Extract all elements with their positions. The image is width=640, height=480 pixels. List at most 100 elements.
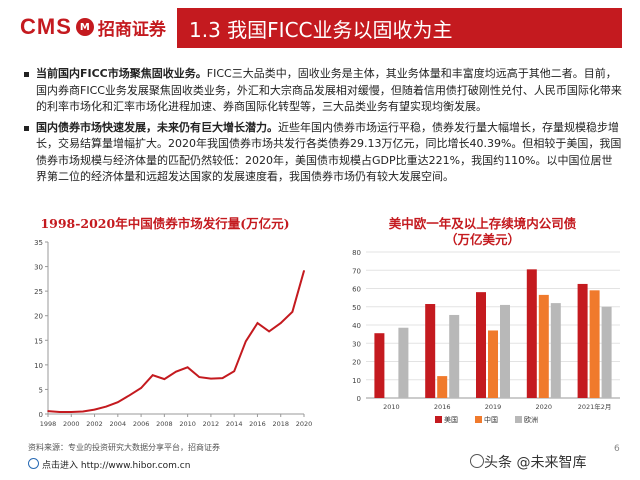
y-tick-label: 0 — [39, 411, 43, 419]
bar — [425, 304, 436, 398]
data-point — [233, 370, 235, 373]
data-point — [105, 405, 107, 408]
data-point — [58, 411, 61, 413]
y-tick-label: 40 — [352, 322, 361, 330]
footer: 资料来源：专业的投资研究大数据分享平台，招商证券 点击进入 http://www… — [0, 440, 640, 480]
bar — [488, 330, 498, 398]
y-tick-label: 0 — [357, 395, 361, 403]
legend-swatch — [475, 416, 482, 423]
y-tick-label: 20 — [34, 313, 43, 321]
footer-source: 资料来源：专业的投资研究大数据分享平台，招商证券 — [28, 443, 220, 452]
data-point — [151, 374, 154, 376]
bar — [577, 283, 588, 398]
legend-label: 中国 — [484, 415, 498, 424]
x-tick-label: 2020 — [296, 420, 312, 428]
footer-link[interactable]: 点击进入 http://www.hibor.com.cn — [28, 458, 190, 471]
bar — [589, 290, 600, 398]
bar — [437, 376, 448, 398]
data-point — [128, 394, 131, 397]
logo-mark-icon: M — [75, 18, 94, 36]
header: CMS M 招商证券 1.3 我国FICC业务以固收为主 — [0, 0, 640, 58]
issuance-line — [47, 270, 305, 413]
y-tick-label: 20 — [352, 359, 361, 367]
data-point — [117, 401, 119, 404]
data-point — [221, 377, 224, 379]
y-tick-label: 70 — [352, 267, 361, 275]
data-point — [303, 270, 305, 272]
legend-label: 美国 — [444, 415, 458, 424]
data-point — [140, 387, 142, 389]
bar — [601, 306, 612, 398]
data-point — [175, 370, 177, 373]
globe-icon — [28, 458, 39, 469]
y-tick-label: 30 — [34, 264, 43, 272]
bullet-1-heading: 当前国内FICC市场聚焦固收业务。 — [36, 67, 207, 80]
bullet-1-text: FICC三大品类中，固收业务是主体，其业务体量和丰富度均远高于其他二者。目前，国… — [36, 67, 622, 113]
line-chart-title: 1998-2020年中国债券市场发行量(万亿元) — [40, 216, 290, 231]
body-text: 当前国内FICC市场聚焦固收业务。FICC三大品类中，固收业务是主体，其业务体量… — [22, 66, 622, 190]
line-chart: 0 5 10 15 20 25 30 35 1998 2000 2002 2004 2006 2008 20… — [34, 239, 312, 428]
y-tick-label: 25 — [34, 288, 43, 296]
title-bar: 1.3 我国FICC业务以固收为主 — [177, 8, 622, 48]
x-tick-label: 2012 — [203, 420, 220, 428]
bar — [398, 327, 409, 398]
x-tick-label: 2016 — [434, 403, 451, 411]
data-point — [163, 378, 166, 380]
bar-chart-title: 美中欧一年及以上存续境内公司债 — [388, 216, 577, 231]
data-point — [198, 376, 201, 378]
logo-cms: CMS — [20, 14, 72, 39]
data-point — [245, 340, 247, 343]
bar-chart-subtitle: （万亿美元） — [444, 232, 520, 247]
legend-label: 欧洲 — [524, 415, 538, 424]
bullet-2: 国内债券市场快速发展，未来仍有巨大增长潜力。近些年国内债券市场运行平稳，债券发行… — [22, 120, 622, 186]
y-tick-label: 50 — [352, 304, 361, 312]
x-tick-label: 1998 — [40, 420, 57, 428]
data-point — [82, 410, 84, 413]
logo: CMS M 招商证券 — [20, 14, 166, 40]
legend-swatch — [435, 416, 442, 423]
bar — [500, 304, 510, 398]
footer-link-text[interactable]: 点击进入 http://www.hibor.com.cn — [42, 461, 191, 471]
bar — [538, 294, 549, 398]
data-point — [47, 410, 49, 412]
y-tick-label: 80 — [352, 249, 361, 257]
data-point — [268, 330, 270, 333]
bar — [476, 292, 486, 398]
bar — [550, 303, 561, 398]
page-number: 6 — [614, 444, 620, 454]
logo-cn: 招商证券 — [97, 19, 166, 40]
bullet-2-text: 近些年国内债券市场运行平稳，债券发行量大幅增长，存量规模稳步增长，交易结算量增幅… — [36, 120, 622, 184]
x-tick-label: 2002 — [86, 420, 103, 428]
y-tick-label: 15 — [34, 337, 43, 345]
x-tick-label: 2019 — [485, 403, 502, 411]
data-point — [70, 411, 73, 413]
bar-chart: 0 10 20 30 40 50 60 70 80 2010 2016 2019 2020 2021年2月… — [352, 249, 620, 424]
bar — [526, 269, 537, 398]
data-point — [291, 310, 294, 313]
bar — [449, 314, 460, 398]
y-tick-label: 5 — [39, 386, 43, 394]
data-point — [256, 322, 259, 324]
x-tick-label: 2021年2月 — [578, 402, 612, 411]
data-point — [93, 408, 96, 411]
y-tick-label: 60 — [352, 286, 361, 294]
x-tick-label: 2000 — [63, 420, 80, 428]
y-tick-label: 30 — [352, 340, 361, 348]
page-title: 1.3 我国FICC业务以固收为主 — [189, 18, 453, 42]
bullet-1: 当前国内FICC市场聚焦固收业务。FICC三大品类中，固收业务是主体，其业务体量… — [22, 66, 622, 116]
x-tick-label: 2018 — [272, 420, 289, 428]
bar — [374, 333, 385, 398]
y-tick-label: 10 — [352, 377, 361, 385]
data-point — [186, 366, 189, 369]
y-tick-label: 35 — [34, 239, 43, 247]
watermark: 头条 @未来智库 — [484, 455, 587, 471]
legend-swatch — [515, 416, 522, 423]
bullet-2-heading: 国内债券市场快速发展，未来仍有巨大增长潜力。 — [36, 120, 278, 134]
y-tick-label: 10 — [34, 362, 43, 370]
x-tick-label: 2016 — [249, 420, 266, 428]
data-point — [210, 377, 212, 380]
x-tick-label: 2014 — [226, 420, 243, 428]
x-tick-label: 2010 — [179, 420, 196, 428]
x-tick-label: 2004 — [110, 420, 127, 428]
x-tick-label: 2008 — [156, 420, 173, 428]
